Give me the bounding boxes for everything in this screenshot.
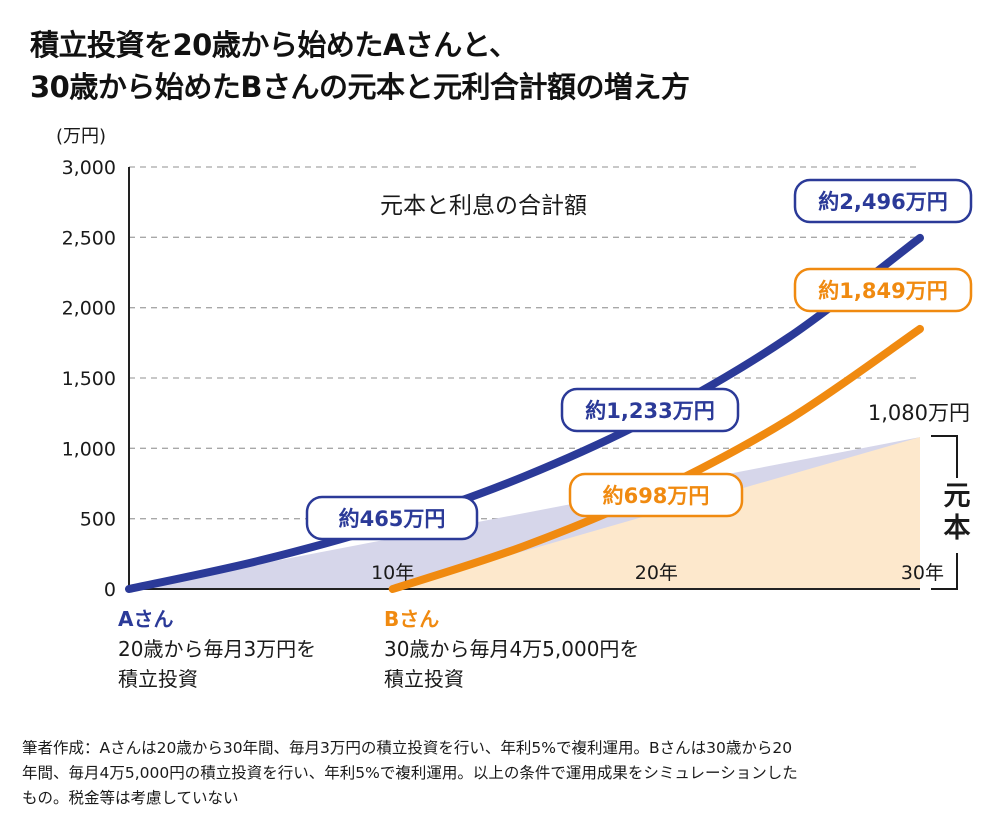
legend-a-name: Aさん — [118, 607, 174, 631]
value-callout: 約2,496万円 — [793, 178, 973, 224]
y-tick-labels: 0 500 1,000 1,500 2,000 2,500 3,000 — [62, 157, 116, 601]
y-tick-label: 2,500 — [62, 227, 116, 249]
x-tick-labels: 10年 20年 30年 — [371, 562, 944, 584]
callout-label: 約2,496万円 — [818, 190, 947, 214]
y-tick-label: 2,000 — [62, 298, 116, 320]
y-tick-label: 0 — [104, 579, 116, 601]
value-callout: 約1,849万円 — [793, 267, 973, 313]
bracket-label-char: 元 — [944, 481, 971, 512]
axes — [128, 167, 920, 590]
value-callout: 約1,233万円 — [560, 387, 740, 433]
principal-total-label: 1,080万円 — [868, 401, 970, 425]
chart-inner-title: 元本と利息の合計額 — [380, 193, 587, 219]
legend-b-desc-1: 30歳から毎月4万5,000円を — [384, 637, 640, 661]
legend-b-name: Bさん — [384, 607, 440, 631]
callout-box — [560, 387, 740, 433]
y-tick-label: 1,000 — [62, 438, 116, 460]
callout-box — [305, 495, 479, 541]
y-tick-label: 500 — [80, 509, 116, 531]
bracket-label-char: 本 — [944, 513, 971, 544]
callout-label: 約465万円 — [339, 507, 446, 531]
callout-box — [793, 267, 973, 313]
legend-b-desc-2: 積立投資 — [384, 667, 464, 691]
callout-label: 約1,233万円 — [585, 399, 714, 423]
legend-person-a: Aさん 20歳から毎月3万円を 積立投資 — [118, 604, 316, 694]
value-callout: 約698万円 — [568, 472, 744, 518]
title-line-2: 30歳から始めたBさんの元本と元利合計額の増え方 — [30, 70, 690, 104]
bracket-top — [931, 435, 958, 478]
callout-box — [568, 472, 744, 518]
legend-a-desc-1: 20歳から毎月3万円を — [118, 637, 317, 661]
footnote-line-1: 筆者作成：Aさんは20歳から30年間、毎月3万円の積立投資を行い、年利5%で複利… — [22, 739, 793, 757]
callout-box — [793, 178, 973, 224]
footnote: 筆者作成：Aさんは20歳から30年間、毎月3万円の積立投資を行い、年利5%で複利… — [22, 736, 982, 811]
y-tick-label: 1,500 — [62, 368, 116, 390]
y-tick-label: 3,000 — [62, 157, 116, 179]
footnote-line-2: 年間、毎月4万5,000円の積立投資を行い、年利5%で複利運用。以上の条件で運用… — [22, 764, 798, 782]
value-callout: 約465万円 — [305, 495, 479, 541]
principal-area-b — [392, 437, 921, 589]
callout-label: 約698万円 — [603, 484, 710, 508]
x-tick-label: 30年 — [901, 562, 944, 584]
bracket-bottom — [931, 553, 958, 590]
footnote-line-3: もの。税金等は考慮していない — [22, 789, 239, 807]
principal-bracket: 元本 — [931, 435, 971, 590]
series-line-a — [125, 233, 924, 593]
y-axis-unit-label: (万円) — [56, 126, 106, 147]
x-tick-label: 20年 — [635, 562, 678, 584]
x-tick-label: 10年 — [371, 562, 414, 584]
chart-title: 積立投資を20歳から始めたAさんと、 30歳から始めたBさんの元本と元利合計額の… — [30, 24, 690, 108]
legend-a-desc-2: 積立投資 — [118, 667, 198, 691]
legend-person-b: Bさん 30歳から毎月4万5,000円を 積立投資 — [384, 604, 639, 694]
title-line-1: 積立投資を20歳から始めたAさんと、 — [30, 28, 518, 62]
callout-label: 約1,849万円 — [818, 279, 947, 303]
